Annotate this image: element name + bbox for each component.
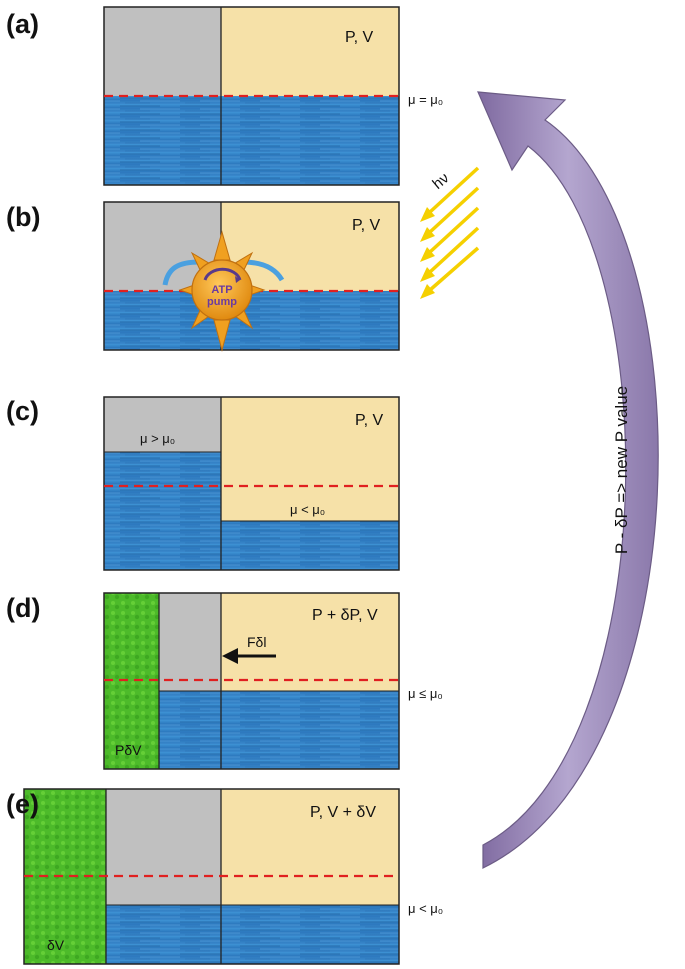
gas-compartment: [221, 397, 399, 521]
panel-title: P, V: [355, 412, 384, 429]
mu-label: μ = μ₀: [408, 92, 443, 107]
water-layer: [106, 905, 399, 964]
work-label: PδV: [115, 742, 142, 758]
gas-compartment: [221, 789, 399, 905]
mu-right-label: μ < μ₀: [290, 502, 325, 517]
panel-frame: [103, 201, 400, 351]
gray-compartment: [104, 397, 221, 452]
gas-compartment: [221, 7, 399, 96]
gas-compartment: [221, 593, 399, 691]
light-label-hv: hν: [429, 170, 452, 193]
water-layer: [159, 691, 399, 769]
water-layer: [104, 96, 399, 185]
gas-compartment: [221, 202, 399, 291]
panel-title: P, V: [352, 217, 381, 234]
gray-compartment: [159, 593, 221, 691]
cycle-arrow: [477, 91, 659, 869]
panel-d: P + δP, V Fδl PδV μ ≤ μ₀: [103, 592, 443, 770]
mu-label: μ < μ₀: [408, 901, 443, 916]
panel-title: P, V: [345, 29, 374, 46]
panel-letter-b: (b): [6, 202, 40, 232]
pump-label-atp: ATP: [211, 284, 232, 296]
gray-compartment: [106, 789, 221, 905]
mu-label: μ ≤ μ₀: [408, 686, 443, 701]
cycle-arrow-label: P - δP => new P value: [612, 386, 631, 554]
panel-a: P, V μ = μ₀: [103, 6, 443, 186]
water-layer: [104, 291, 399, 350]
water-right-low: [221, 521, 399, 570]
force-arrow-icon: [222, 648, 276, 664]
atp-pump-sun-icon: ATP pump: [178, 230, 266, 352]
panel-title: P, V + δV: [310, 804, 376, 821]
panel-letter-d: (d): [6, 593, 40, 623]
panel-letter-c: (c): [6, 396, 39, 426]
panel-letter-a: (a): [6, 9, 39, 39]
panel-c: P, V μ > μ₀ μ < μ₀: [103, 396, 400, 571]
volume-label: δV: [47, 937, 65, 953]
panel-letter-e: (e): [6, 789, 39, 819]
panel-b: P, V ATP pump: [103, 166, 480, 352]
water-left-high: [104, 452, 221, 570]
panel-frame: [103, 396, 400, 571]
force-label: Fδl: [247, 634, 266, 650]
water-splash-left: [162, 259, 201, 286]
pump-label-pump: pump: [207, 296, 237, 308]
light-rays-icon: [420, 166, 480, 299]
gray-compartment: [104, 7, 221, 96]
panel-e: P, V + δV δV μ < μ₀: [23, 788, 443, 965]
panel-title: P + δP, V: [312, 607, 378, 624]
mu-left-label: μ > μ₀: [140, 431, 175, 446]
